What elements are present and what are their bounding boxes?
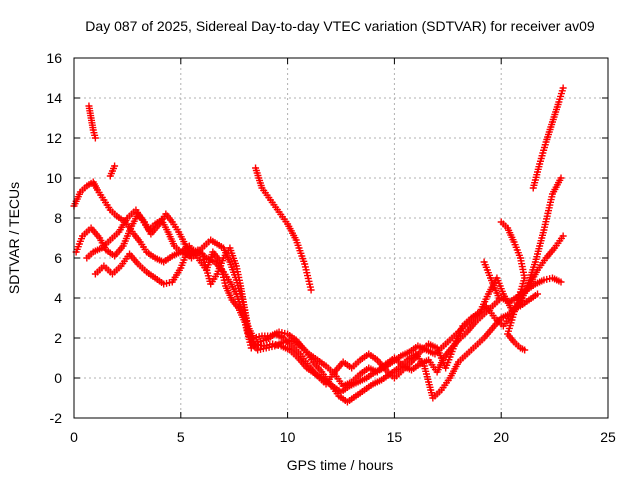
y-tick-label: 14 bbox=[46, 90, 62, 106]
x-tick-label: 10 bbox=[280, 429, 296, 445]
data-point bbox=[521, 346, 529, 354]
x-tick-label: 20 bbox=[493, 429, 509, 445]
data-point bbox=[557, 278, 565, 286]
y-tick-label: 8 bbox=[54, 210, 62, 226]
data-point bbox=[480, 258, 488, 266]
data-point bbox=[91, 134, 99, 142]
y-tick-label: 12 bbox=[46, 130, 62, 146]
x-tick-label: 5 bbox=[177, 429, 185, 445]
y-tick-label: -2 bbox=[50, 410, 63, 426]
x-tick-label: 15 bbox=[387, 429, 403, 445]
y-tick-label: 4 bbox=[54, 290, 62, 306]
y-tick-label: 2 bbox=[54, 330, 62, 346]
plot-frame bbox=[73, 57, 609, 419]
y-tick-label: 10 bbox=[46, 170, 62, 186]
data-points bbox=[70, 84, 567, 406]
y-tick-label: 16 bbox=[46, 50, 62, 66]
data-point bbox=[559, 84, 567, 92]
data-point bbox=[559, 232, 567, 240]
x-axis-label: GPS time / hours bbox=[287, 457, 394, 473]
data-point bbox=[534, 290, 542, 298]
y-tick-label: 6 bbox=[54, 250, 62, 266]
x-tick-label: 25 bbox=[600, 429, 616, 445]
x-tick-label: 0 bbox=[70, 429, 78, 445]
y-tick-label: 0 bbox=[54, 370, 62, 386]
data-point bbox=[111, 162, 119, 170]
chart-title: Day 087 of 2025, Sidereal Day-to-day VTE… bbox=[85, 18, 595, 34]
data-point bbox=[307, 286, 315, 294]
data-point bbox=[557, 174, 565, 182]
ticks: 0 5 10 15 20 25 -2 0 2 4 6 8 10 12 14 16 bbox=[46, 50, 616, 445]
y-axis-label: SDTVAR / TECUs bbox=[6, 182, 22, 294]
